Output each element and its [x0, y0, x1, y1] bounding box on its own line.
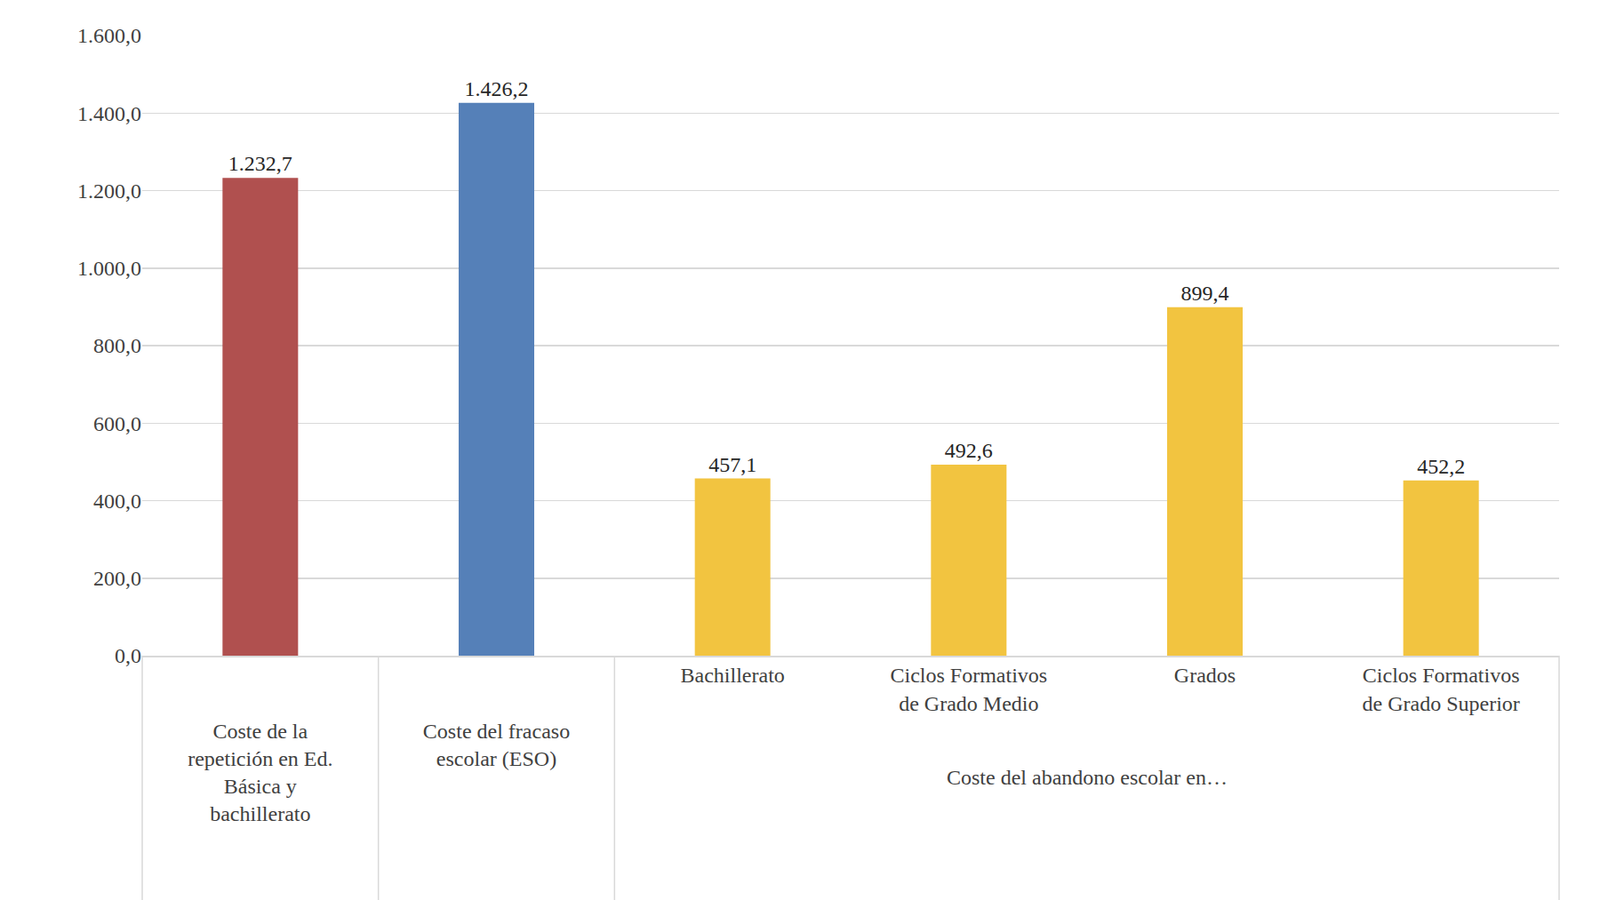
svg-text:400,0: 400,0	[93, 489, 142, 513]
svg-text:0,0: 0,0	[114, 644, 142, 668]
svg-text:200,0: 200,0	[93, 567, 142, 591]
svg-text:Coste del fracasoescolar (ESO): Coste del fracasoescolar (ESO)	[423, 720, 570, 771]
svg-text:Coste del abandono escolar en…: Coste del abandono escolar en…	[946, 766, 1228, 790]
svg-text:899,4: 899,4	[1181, 281, 1230, 305]
svg-text:457,1: 457,1	[708, 453, 757, 477]
svg-text:1.400,0: 1.400,0	[77, 102, 142, 126]
svg-text:600,0: 600,0	[93, 412, 142, 436]
svg-text:Ciclos Formativosde Grado Supe: Ciclos Formativosde Grado Superior	[1362, 664, 1520, 715]
svg-text:Ciclos Formativosde Grado Medi: Ciclos Formativosde Grado Medio	[889, 664, 1048, 715]
svg-text:492,6: 492,6	[944, 439, 993, 463]
svg-text:800,0: 800,0	[93, 334, 142, 358]
svg-text:Bachillerato: Bachillerato	[680, 664, 785, 688]
svg-text:1.426,2: 1.426,2	[464, 77, 529, 101]
svg-text:1.200,0: 1.200,0	[77, 179, 142, 203]
svg-text:1.232,7: 1.232,7	[228, 152, 293, 176]
svg-text:Coste de larepetición en Ed.Bá: Coste de larepetición en Ed.Básica ybach…	[187, 720, 333, 827]
svg-text:1.600,0: 1.600,0	[77, 24, 142, 48]
svg-text:1.000,0: 1.000,0	[77, 256, 142, 280]
svg-text:452,2: 452,2	[1416, 455, 1465, 479]
svg-text:Grados: Grados	[1174, 664, 1236, 688]
